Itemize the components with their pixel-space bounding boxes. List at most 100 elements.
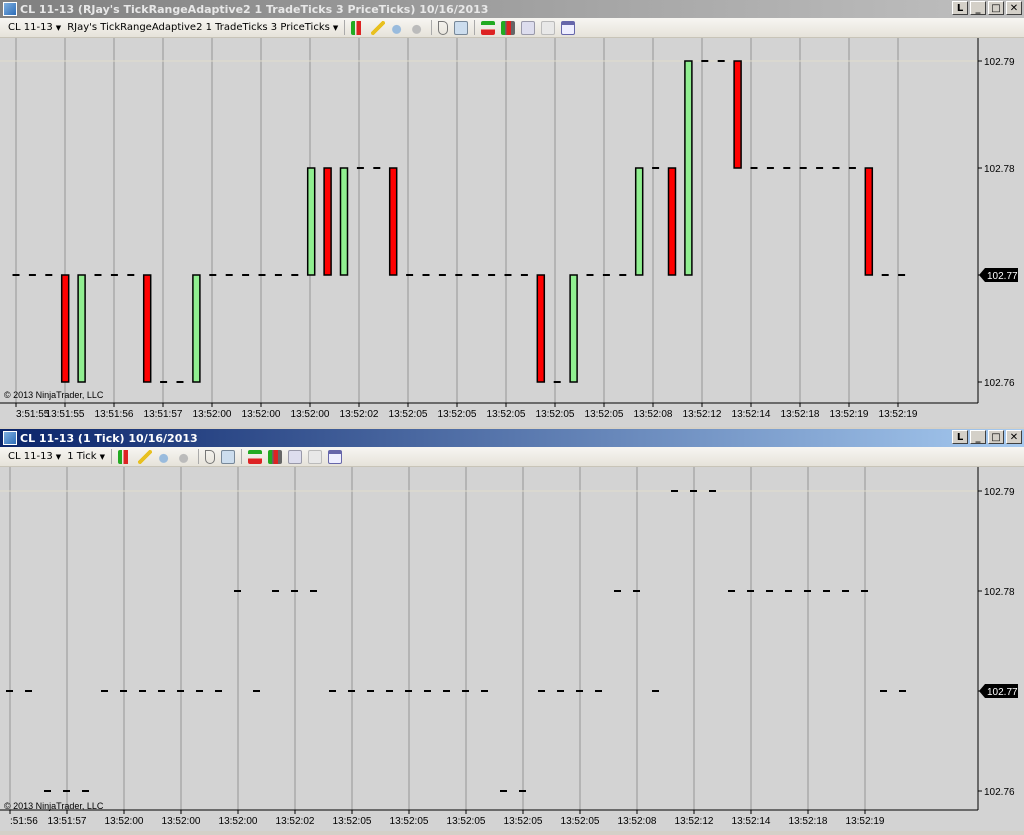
zoom-out-icon[interactable] — [178, 449, 192, 464]
price-dash — [553, 381, 561, 383]
price-dash — [747, 590, 754, 592]
pencil-icon[interactable] — [371, 20, 386, 35]
time-label: 13:52:18 — [781, 409, 820, 420]
bars-icon[interactable] — [268, 449, 282, 464]
chart-app-icon — [3, 431, 17, 445]
price-dash — [842, 590, 849, 592]
price-dash — [823, 590, 830, 592]
instrument-selector[interactable]: CL 11-13 ▼ — [8, 451, 61, 462]
last-price-label: 102.77 — [987, 271, 1018, 282]
price-dash — [28, 274, 36, 276]
price-dash — [619, 274, 627, 276]
search-icon[interactable] — [221, 449, 235, 464]
zoom-out-icon[interactable] — [411, 20, 426, 35]
chart-style-icon[interactable] — [351, 20, 366, 35]
time-label: 13:52:02 — [340, 409, 379, 420]
indicator-icon[interactable] — [521, 20, 536, 35]
up-bar — [569, 274, 578, 383]
price-dash — [82, 790, 89, 792]
maximize-button[interactable]: □ — [988, 1, 1004, 15]
dollar-icon[interactable] — [541, 20, 556, 35]
down-bar — [536, 274, 546, 383]
price-dash — [799, 167, 807, 169]
close-button[interactable]: ✕ — [1006, 430, 1022, 444]
period-selector[interactable]: 1 Tick ▼ — [67, 451, 105, 462]
price-dash — [717, 60, 725, 62]
price-dash — [595, 690, 602, 692]
caret-down-icon: ▼ — [55, 452, 62, 461]
order-icon[interactable] — [481, 20, 496, 35]
price-dash — [652, 167, 660, 169]
price-dash — [816, 167, 824, 169]
bars-icon[interactable] — [501, 20, 516, 35]
price-dash — [671, 490, 678, 492]
zoom-in-icon[interactable] — [391, 20, 406, 35]
instrument-label: CL 11-13 — [8, 22, 53, 33]
price-dash — [258, 274, 266, 276]
period-selector[interactable]: RJay's TickRangeAdaptive2 1 TradeTicks 3… — [67, 22, 338, 33]
price-dash — [44, 790, 51, 792]
price-dash — [291, 590, 298, 592]
zoom-in-icon[interactable] — [158, 449, 172, 464]
time-label: 13:52:02 — [276, 816, 315, 827]
time-label: 13:52:00 — [242, 409, 281, 420]
price-label: 102.78 — [984, 587, 1015, 598]
price-dash — [519, 790, 526, 792]
order-icon[interactable] — [248, 449, 262, 464]
cursor-icon[interactable] — [438, 20, 449, 35]
time-label: 13:52:08 — [634, 409, 673, 420]
properties-icon[interactable] — [328, 449, 342, 464]
up-bar — [192, 274, 201, 383]
minimize-button[interactable]: _ — [970, 1, 986, 15]
price-dash — [861, 590, 868, 592]
price-dash — [234, 590, 241, 592]
price-dash — [488, 274, 496, 276]
title-bar[interactable]: CL 11-13 (1 Tick) 10/16/2013 L _ □ ✕ — [0, 429, 1024, 447]
caret-down-icon: ▼ — [332, 23, 339, 32]
time-label: 13:52:14 — [732, 409, 771, 420]
minimize-button[interactable]: _ — [970, 430, 986, 444]
price-dash — [750, 167, 758, 169]
time-label: 13:52:12 — [683, 409, 722, 420]
price-dash — [557, 690, 564, 692]
maximize-button[interactable]: □ — [988, 430, 1004, 444]
time-label: :51:56 — [10, 816, 38, 827]
time-label: 13:52:00 — [105, 816, 144, 827]
title-bar[interactable]: CL 11-13 (RJay's TickRangeAdaptive2 1 Tr… — [0, 0, 1024, 18]
price-dash — [848, 167, 856, 169]
close-button[interactable]: ✕ — [1006, 1, 1022, 15]
chart-style-icon[interactable] — [118, 449, 132, 464]
price-dash — [652, 690, 659, 692]
window-title: CL 11-13 (RJay's TickRangeAdaptive2 1 Tr… — [20, 2, 489, 16]
cursor-icon[interactable] — [205, 449, 215, 464]
pencil-icon[interactable] — [138, 449, 152, 464]
price-dash — [881, 274, 889, 276]
tick-chart[interactable]: :51:56 13:51:57 13:52:00 13:52:00 13:52:00 13… — [0, 467, 1024, 831]
price-dash — [832, 167, 840, 169]
price-dash — [898, 274, 906, 276]
price-chart-pane[interactable]: :51:56 13:51:57 13:52:00 13:52:00 13:52:00 13… — [0, 467, 1024, 831]
price-dash — [225, 274, 233, 276]
price-chart-pane[interactable]: 3:51:55 13:51:55 13:51:56 13:51:57 13:52:00 1… — [0, 38, 1024, 427]
link-button[interactable]: L — [952, 430, 968, 444]
time-label: 13:52:05 — [438, 409, 477, 420]
link-button[interactable]: L — [952, 1, 968, 15]
time-label: 13:52:19 — [879, 409, 918, 420]
dollar-icon[interactable] — [308, 449, 322, 464]
instrument-selector[interactable]: CL 11-13 ▼ — [8, 22, 61, 33]
price-label: 102.79 — [984, 57, 1015, 68]
up-bar — [684, 60, 693, 276]
time-label: 13:51:56 — [95, 409, 134, 420]
search-icon[interactable] — [454, 20, 469, 35]
time-label: 13:52:05 — [536, 409, 575, 420]
price-dash — [766, 590, 773, 592]
price-label: 102.76 — [984, 787, 1015, 798]
time-label: 13:52:05 — [504, 816, 543, 827]
last-price-marker — [979, 684, 1018, 698]
indicator-icon[interactable] — [288, 449, 302, 464]
time-label: 13:52:00 — [219, 816, 258, 827]
price-dash — [274, 274, 282, 276]
price-dash — [367, 690, 374, 692]
properties-icon[interactable] — [561, 20, 576, 35]
